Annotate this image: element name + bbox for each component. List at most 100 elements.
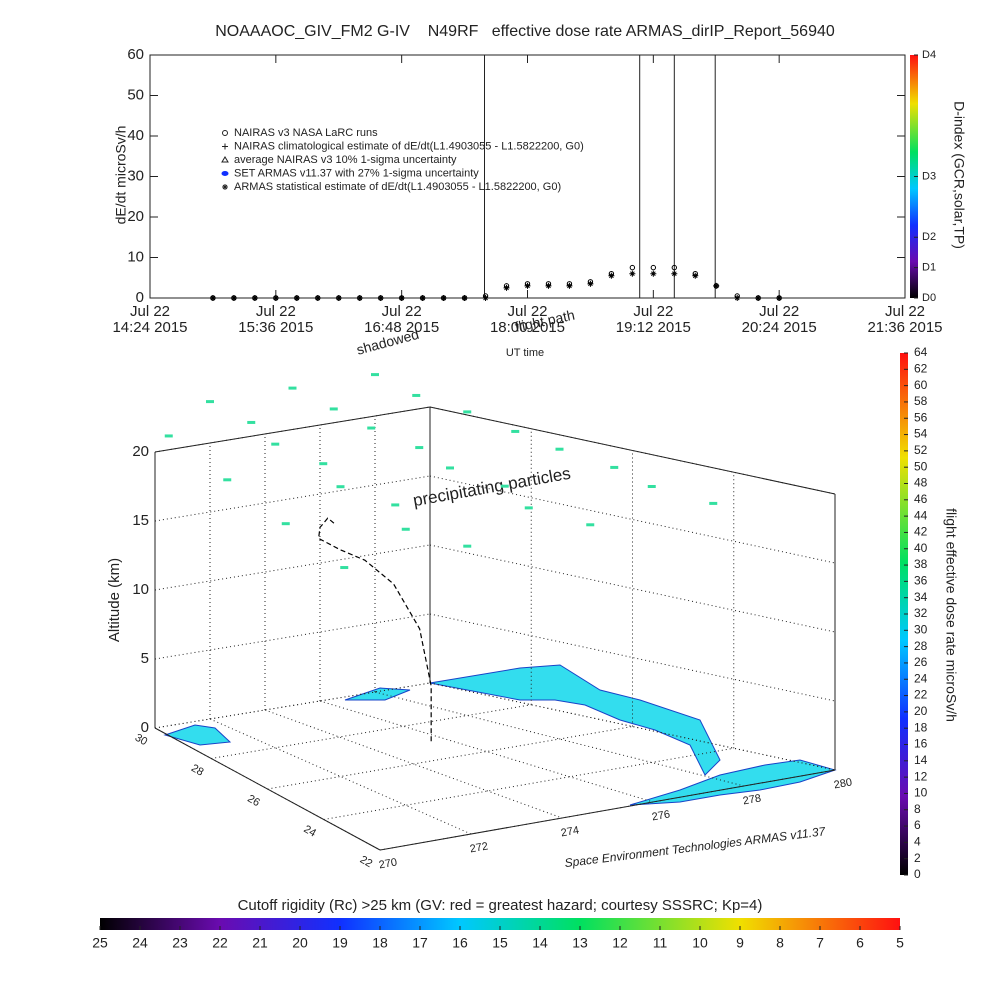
y-tick-label: 30 (127, 167, 144, 184)
y-tick-label: 60 (127, 46, 144, 63)
colorbar-tick-label: 12 (612, 935, 628, 951)
y-axis-label: dE/dt microSv/h (113, 126, 129, 225)
colorbar-tick-label: 28 (914, 639, 928, 653)
colorbar-tick-label: 6 (914, 818, 921, 832)
colorbar-tick-label: 10 (692, 935, 708, 951)
colorbar-tick-label: 4 (914, 835, 921, 849)
colorbar-tick-label: 23 (172, 935, 188, 951)
y-tick-label: 40 (127, 127, 144, 144)
colorbar-tick-label: 50 (914, 459, 928, 473)
x-tick-label: 15:36 2015 (238, 319, 313, 336)
colorbar-tick-label: 42 (914, 525, 928, 539)
data-point (671, 270, 678, 277)
data-point (251, 295, 258, 301)
credit: Space Environment Technologies ARMAS v11… (564, 824, 827, 870)
data-point (272, 295, 279, 301)
colorbar-tick-label: 16 (914, 737, 928, 751)
y-tick-label: 26 (245, 793, 262, 810)
colorbar-tick-label: 30 (914, 622, 928, 636)
grid-line (264, 709, 563, 819)
data-point (356, 295, 363, 301)
x-tick-label: 270 (378, 856, 398, 871)
colorbar-tick-label: 44 (914, 508, 928, 522)
flight-path (317, 517, 432, 742)
legend-symbol (221, 171, 229, 176)
colorbar-tick-label: 36 (914, 574, 928, 588)
colorbar-tick-label: D0 (922, 292, 936, 304)
x-tick-label: Jul 22 (885, 303, 925, 320)
z-tick-label: 20 (132, 443, 149, 460)
x-tick-label: 14:24 2015 (112, 319, 187, 336)
colorbar-tick-label: 15 (492, 935, 508, 951)
data-point (482, 295, 489, 301)
colorbar-tick-label: 10 (914, 786, 928, 800)
colorbar-title: Cutoff rigidity (Rc) >25 km (GV: red = g… (238, 897, 763, 914)
colorbar-tick-label: 58 (914, 394, 928, 408)
z-tick-label: 0 (141, 719, 149, 736)
x-tick-label: Jul 22 (382, 303, 422, 320)
legend-symbol (222, 184, 228, 190)
legend-symbol (221, 156, 229, 163)
data-point (524, 282, 531, 289)
colorbar-tick-label: 25 (92, 935, 108, 951)
colorbar-tick-label: 2 (914, 851, 921, 865)
colorbar-tick-label: 48 (914, 476, 928, 490)
colorbar-tick-label: 34 (914, 590, 928, 604)
grid-line (323, 747, 734, 820)
x-tick-label: 280 (833, 776, 853, 791)
data-point (314, 295, 321, 301)
x-tick-label: 276 (651, 808, 671, 823)
colorbar-tick-label: 8 (914, 802, 921, 816)
grid-line (154, 613, 431, 660)
colorbar-tick-label: 62 (914, 361, 928, 375)
z-tick-label: 15 (132, 512, 149, 529)
grid-line (154, 475, 431, 522)
y-tick-label: 20 (127, 208, 144, 225)
x-tick-label: Jul 22 (633, 303, 673, 320)
x-tick-label: 272 (469, 840, 489, 855)
colorbar-tick-label: 16 (452, 935, 468, 951)
grid-line (319, 700, 654, 803)
data-point (419, 295, 426, 301)
x-tick-label: 19:12 2015 (616, 319, 691, 336)
colorbar-tick-label: 13 (572, 935, 588, 951)
colorbar-tick-label: 26 (914, 655, 928, 669)
x-tick-label: Jul 22 (256, 303, 296, 320)
y-tick-label: 24 (301, 823, 318, 840)
x-tick-label: 18:00 2015 (490, 319, 565, 336)
y-tick-label: 0 (136, 289, 144, 306)
annotation: precipitating particles (412, 464, 573, 510)
colorbar-tick-label: 18 (914, 720, 928, 734)
data-point (209, 295, 216, 301)
colorbar-tick-label: 24 (914, 671, 928, 685)
y-tick-label: 30 (133, 732, 150, 749)
colorbar-tick-label: D4 (922, 49, 936, 61)
colorbar-tick-label: 19 (332, 935, 348, 951)
data-point (671, 264, 678, 271)
data-point (629, 264, 636, 271)
colorbar-tick-label: 60 (914, 378, 928, 392)
data-point (608, 272, 615, 279)
colorbar-tick-label: 7 (816, 935, 824, 951)
y-tick-label: 22 (358, 854, 375, 871)
legend-symbol (222, 143, 228, 150)
x-tick-label: Jul 22 (130, 303, 170, 320)
colorbar-tick-label: 9 (736, 935, 744, 951)
colorbar-tick-label: 17 (412, 935, 428, 951)
data-point (629, 270, 636, 277)
chart-title: NOAAAOC_GIV_FM2 G-IV N49RF effective dos… (215, 23, 835, 40)
colorbar-tick-label: 6 (856, 935, 864, 951)
data-point (335, 295, 342, 301)
colorbar-tick-label: D2 (922, 231, 936, 243)
axis-edge (429, 406, 836, 495)
data-point (650, 264, 657, 271)
data-point (587, 280, 594, 287)
colorbar-tick-label: D3 (922, 170, 936, 182)
colorbar-tick-label: 56 (914, 410, 928, 424)
colorbar-tick-label: 14 (532, 935, 548, 951)
colorbar-tick-label: 46 (914, 492, 928, 506)
y-tick-label: 28 (189, 762, 206, 779)
z-axis-label: Altitude (km) (106, 558, 123, 642)
grid-line (154, 406, 431, 453)
